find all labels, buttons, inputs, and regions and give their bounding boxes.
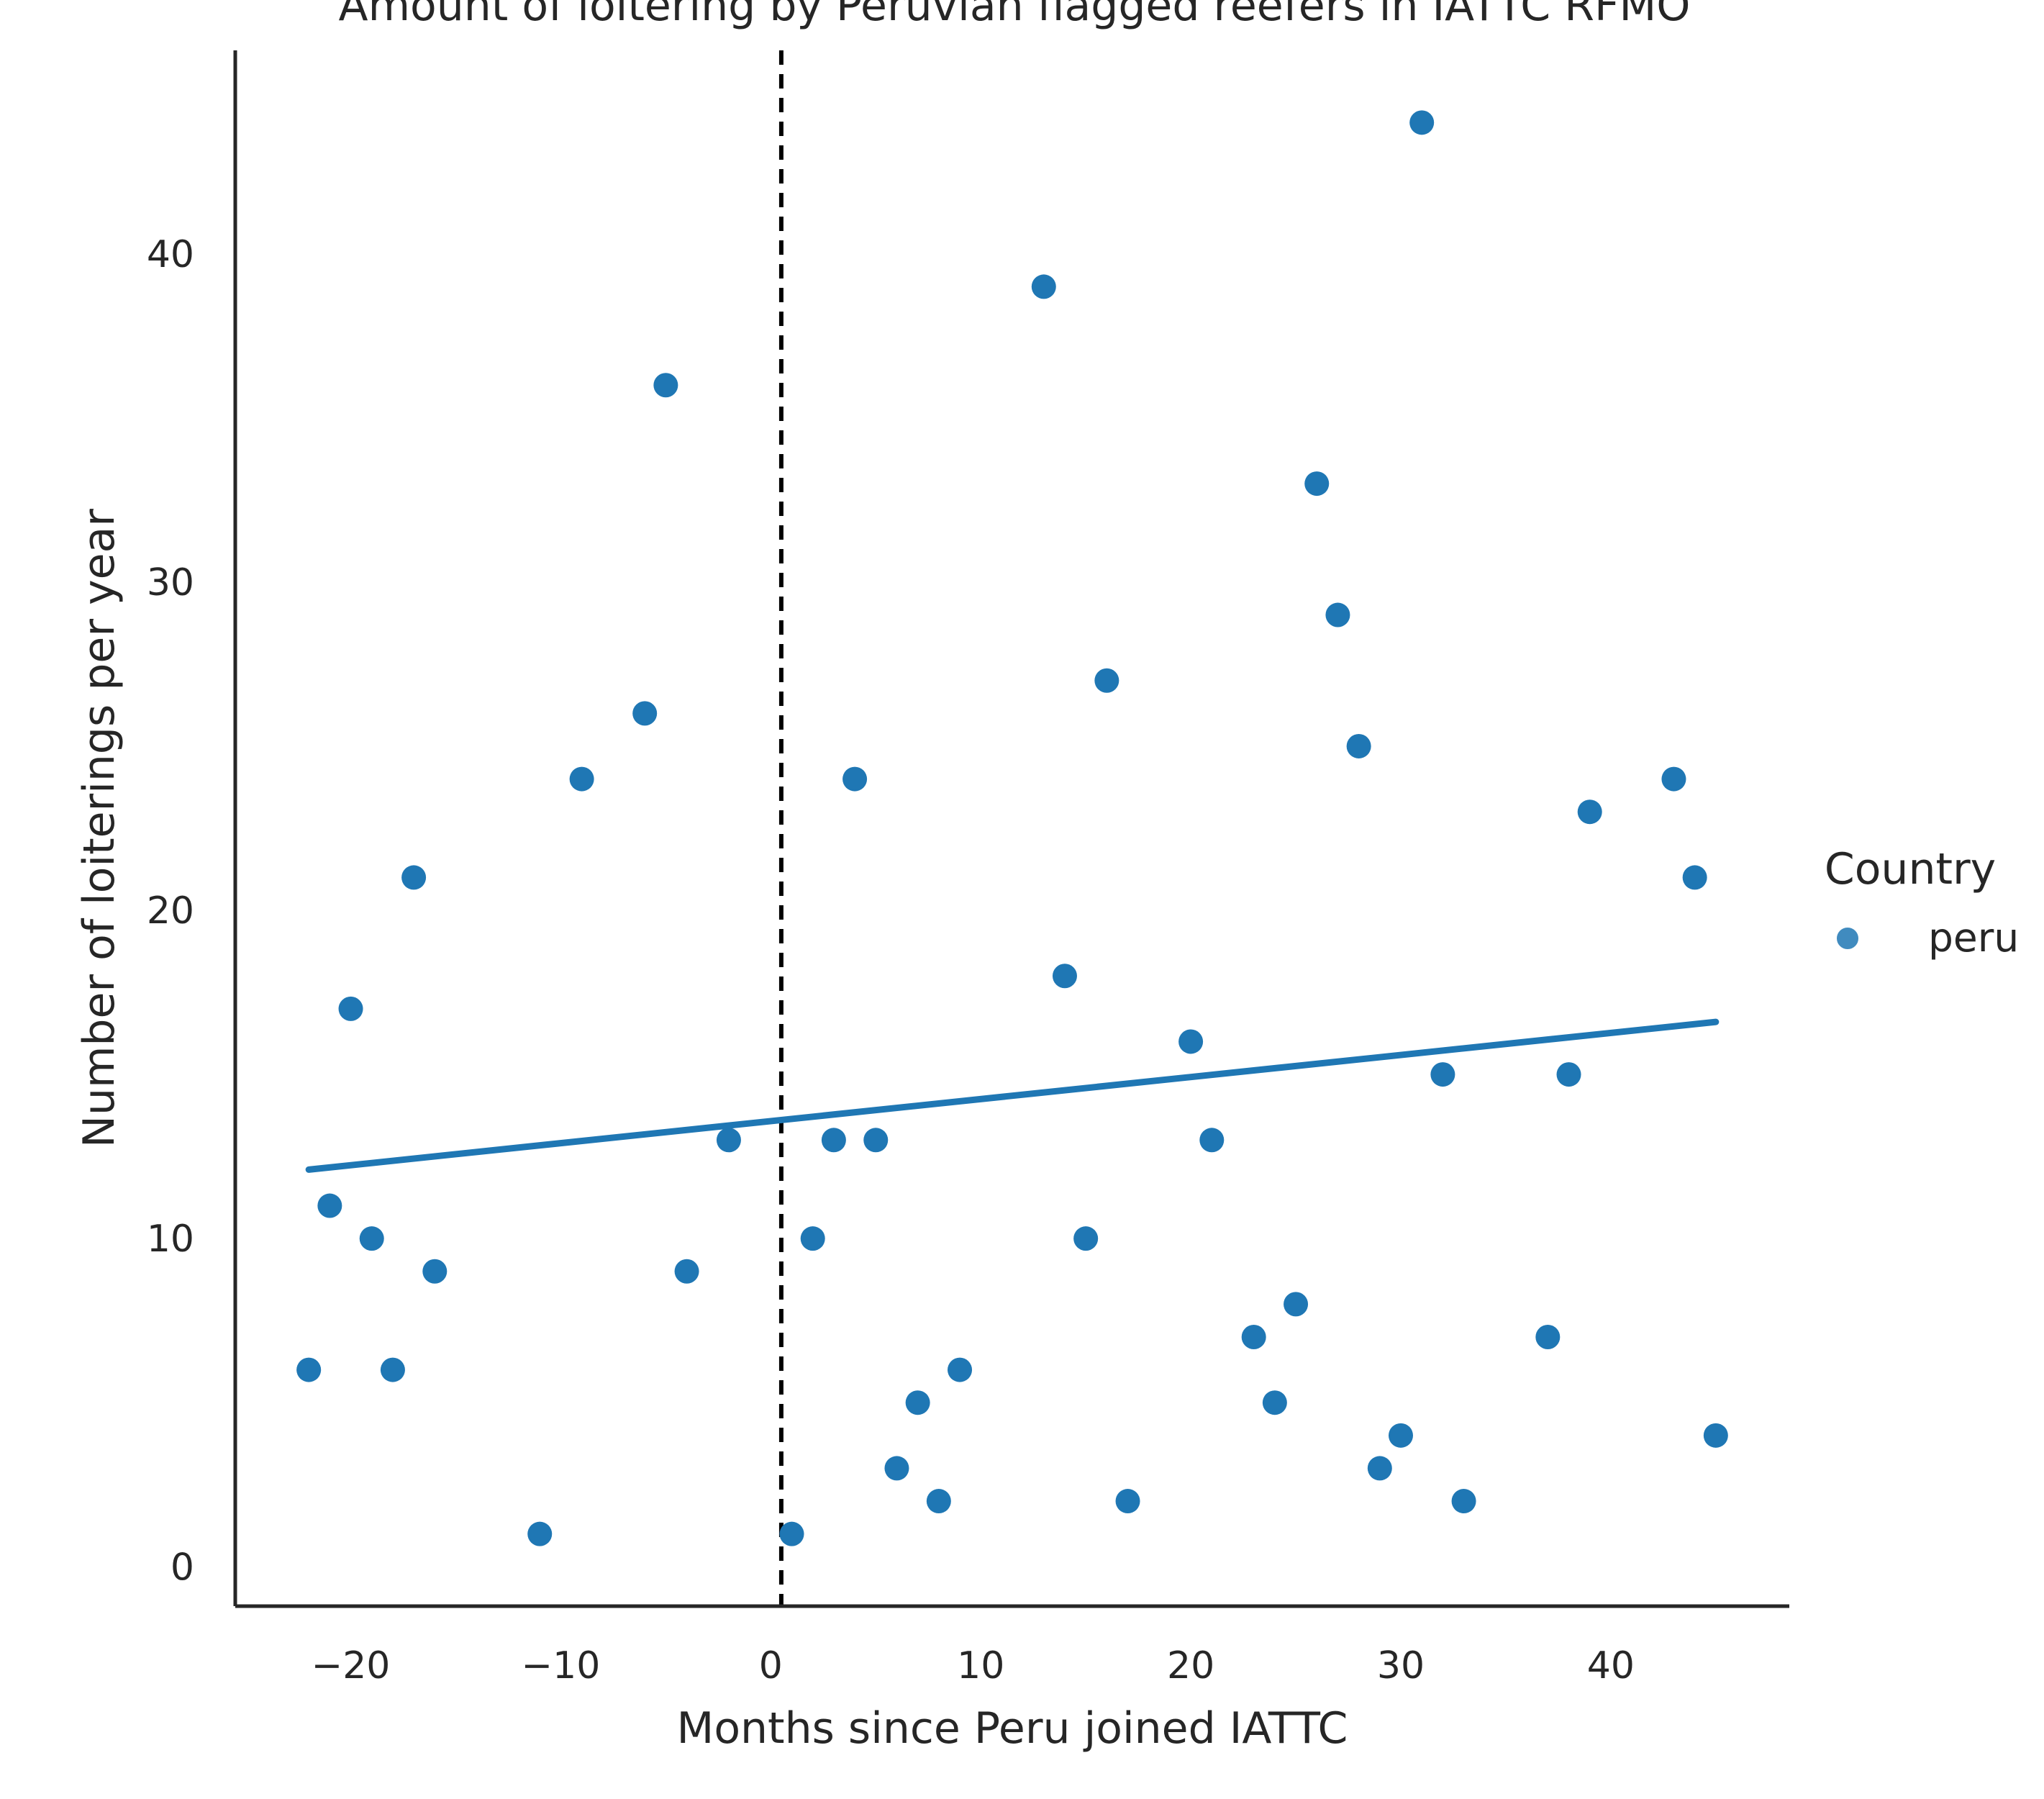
fit-line xyxy=(305,1018,1720,1173)
data-point xyxy=(863,1128,889,1153)
data-point xyxy=(926,1489,951,1514)
data-point xyxy=(401,865,427,890)
data-point xyxy=(1661,766,1686,792)
x-tick-label: −10 xyxy=(522,1644,601,1687)
data-point xyxy=(1389,1423,1413,1448)
data-point xyxy=(842,766,868,792)
data-point xyxy=(1094,668,1119,693)
x-tick-label: −20 xyxy=(312,1644,391,1687)
data-point xyxy=(569,766,594,792)
chart-title: Amount of loitering by Peruvian flagged … xyxy=(339,0,1691,31)
y-tick-label: 40 xyxy=(147,233,194,276)
data-point xyxy=(653,373,678,398)
y-axis-label: Number of loiterings per year xyxy=(74,509,124,1148)
legend: Country peru xyxy=(1825,844,2019,961)
data-point xyxy=(1535,1324,1561,1349)
data-point xyxy=(359,1226,384,1251)
data-point xyxy=(422,1259,448,1284)
x-tick-label: 20 xyxy=(1167,1644,1214,1687)
data-point xyxy=(800,1226,825,1251)
x-tick-label: 40 xyxy=(1587,1644,1635,1687)
data-point xyxy=(1451,1489,1476,1514)
data-point xyxy=(1703,1423,1728,1448)
y-tick-label: 10 xyxy=(147,1218,194,1261)
legend-label-peru: peru xyxy=(1928,915,2019,961)
x-tick-label: 10 xyxy=(957,1644,1004,1687)
data-point xyxy=(1199,1128,1225,1153)
data-point xyxy=(296,1357,322,1382)
data-point xyxy=(884,1456,909,1481)
data-point xyxy=(1682,865,1707,890)
data-point xyxy=(338,996,363,1021)
data-point xyxy=(632,701,658,726)
data-point xyxy=(317,1193,342,1218)
legend-title: Country xyxy=(1825,844,1996,894)
y-tick-label: 20 xyxy=(147,889,194,933)
data-point xyxy=(716,1128,741,1153)
data-point xyxy=(1241,1324,1266,1349)
data-point xyxy=(380,1357,405,1382)
plot-area xyxy=(296,50,1728,1606)
data-point xyxy=(1556,1062,1581,1087)
axis-ticks: −20 −10 0 10 20 30 40 0 10 20 30 40 xyxy=(147,233,1635,1687)
data-point xyxy=(1577,799,1602,825)
data-point xyxy=(1346,733,1371,758)
data-point xyxy=(905,1390,930,1415)
data-point xyxy=(1052,964,1077,989)
x-tick-label: 30 xyxy=(1377,1644,1425,1687)
data-point xyxy=(1325,602,1350,627)
data-point xyxy=(1367,1456,1392,1481)
data-point xyxy=(948,1357,973,1382)
data-point xyxy=(1031,274,1056,299)
data-point xyxy=(1409,110,1435,135)
data-point xyxy=(821,1128,846,1153)
data-point xyxy=(1430,1062,1455,1087)
data-point xyxy=(1073,1226,1099,1251)
y-tick-label: 30 xyxy=(147,561,194,604)
x-tick-label: 0 xyxy=(759,1644,783,1687)
x-axis-label: Months since Peru joined IATTC xyxy=(677,1703,1348,1754)
data-point xyxy=(527,1521,553,1546)
legend-marker-peru xyxy=(1835,926,1860,951)
data-point xyxy=(674,1259,699,1284)
data-point xyxy=(779,1521,804,1546)
data-point xyxy=(1262,1390,1287,1415)
data-point xyxy=(1304,471,1330,497)
data-point xyxy=(1178,1029,1204,1054)
y-tick-label: 0 xyxy=(171,1546,194,1589)
data-point xyxy=(1284,1292,1309,1317)
data-point xyxy=(1115,1489,1140,1514)
